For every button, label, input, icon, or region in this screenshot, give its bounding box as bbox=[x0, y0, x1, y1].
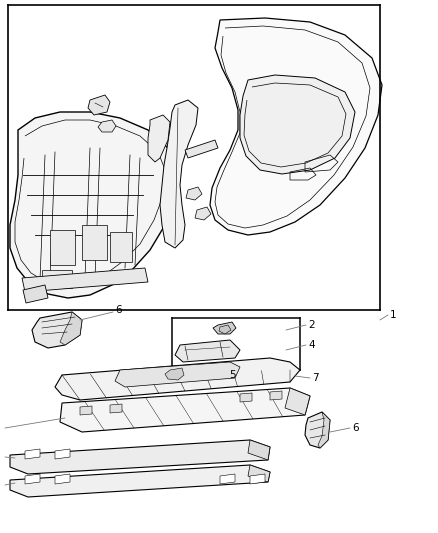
Text: 1: 1 bbox=[390, 310, 397, 320]
Text: 6: 6 bbox=[352, 423, 359, 433]
Polygon shape bbox=[186, 187, 202, 200]
Polygon shape bbox=[160, 100, 198, 248]
Text: 6: 6 bbox=[115, 305, 122, 315]
Polygon shape bbox=[248, 440, 270, 460]
Polygon shape bbox=[305, 412, 330, 448]
Polygon shape bbox=[213, 322, 236, 334]
Polygon shape bbox=[10, 112, 178, 298]
Polygon shape bbox=[55, 449, 70, 459]
Polygon shape bbox=[148, 115, 170, 162]
Polygon shape bbox=[60, 312, 82, 345]
Polygon shape bbox=[219, 325, 231, 334]
Polygon shape bbox=[10, 440, 270, 474]
Polygon shape bbox=[248, 465, 270, 482]
Polygon shape bbox=[80, 406, 92, 415]
Polygon shape bbox=[195, 207, 211, 220]
Polygon shape bbox=[23, 285, 48, 303]
Polygon shape bbox=[110, 404, 122, 413]
Polygon shape bbox=[220, 474, 235, 484]
Text: 4: 4 bbox=[308, 340, 314, 350]
Text: 7: 7 bbox=[312, 373, 318, 383]
Polygon shape bbox=[165, 368, 184, 380]
Polygon shape bbox=[285, 388, 310, 415]
Polygon shape bbox=[10, 465, 270, 497]
Text: 5: 5 bbox=[229, 370, 235, 380]
Polygon shape bbox=[115, 362, 240, 387]
Polygon shape bbox=[22, 268, 148, 292]
Polygon shape bbox=[88, 95, 110, 115]
Polygon shape bbox=[270, 391, 282, 400]
Text: 2: 2 bbox=[308, 320, 314, 330]
Polygon shape bbox=[50, 230, 75, 265]
Polygon shape bbox=[110, 232, 132, 262]
Polygon shape bbox=[32, 312, 82, 348]
Polygon shape bbox=[240, 75, 355, 174]
Polygon shape bbox=[42, 270, 72, 288]
Polygon shape bbox=[25, 449, 40, 459]
Polygon shape bbox=[175, 340, 240, 362]
Polygon shape bbox=[25, 474, 40, 484]
Polygon shape bbox=[82, 225, 107, 260]
Polygon shape bbox=[318, 412, 330, 448]
Polygon shape bbox=[98, 120, 116, 132]
Polygon shape bbox=[210, 18, 382, 235]
Polygon shape bbox=[55, 474, 70, 484]
Polygon shape bbox=[185, 140, 218, 158]
Polygon shape bbox=[60, 388, 310, 432]
Polygon shape bbox=[240, 393, 252, 402]
Polygon shape bbox=[55, 358, 300, 400]
Polygon shape bbox=[250, 474, 265, 484]
